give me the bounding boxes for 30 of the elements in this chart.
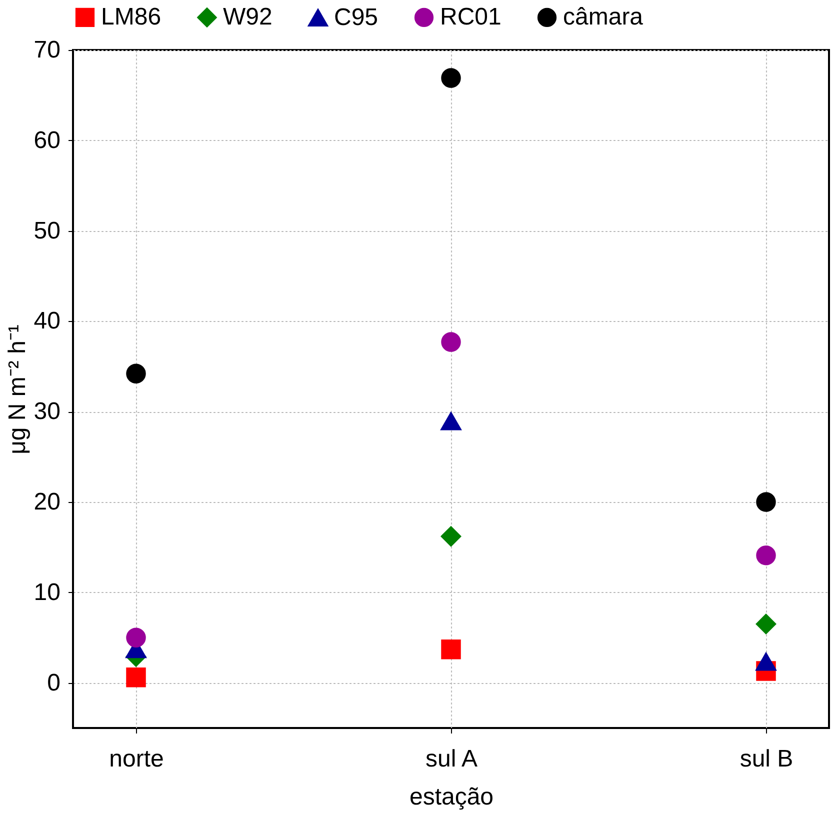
y-tick-label: 60 xyxy=(34,126,60,154)
x-axis-title: estação xyxy=(409,784,494,810)
legend-label: LM86 xyxy=(101,3,162,30)
y-tick-label: 0 xyxy=(47,669,60,696)
point xyxy=(441,68,461,88)
legend-label: RC01 xyxy=(440,3,502,30)
point xyxy=(441,412,461,430)
y-tick-label: 70 xyxy=(34,36,60,64)
point xyxy=(441,526,461,546)
point xyxy=(756,653,776,671)
legend-label: C95 xyxy=(334,4,378,32)
point xyxy=(126,628,146,648)
point xyxy=(126,364,146,384)
legend-label: W92 xyxy=(223,3,272,30)
point xyxy=(756,614,776,634)
point xyxy=(756,545,776,566)
point xyxy=(441,639,461,660)
x-tick-label: sul A xyxy=(425,746,478,772)
y-tick-label: 40 xyxy=(34,308,60,335)
point xyxy=(756,492,776,512)
y-tick-label: 20 xyxy=(34,488,60,516)
y-tick-label: 10 xyxy=(34,578,60,606)
y-axis-title: μg N m⁻² h⁻¹ xyxy=(4,324,31,454)
x-tick-label: sul B xyxy=(740,746,794,772)
point xyxy=(126,668,146,688)
x-tick-label: norte xyxy=(109,746,164,772)
y-tick-label: 30 xyxy=(34,398,60,426)
y-tick-label: 50 xyxy=(34,217,60,244)
legend-label: câmara xyxy=(563,3,644,30)
point xyxy=(441,332,461,352)
